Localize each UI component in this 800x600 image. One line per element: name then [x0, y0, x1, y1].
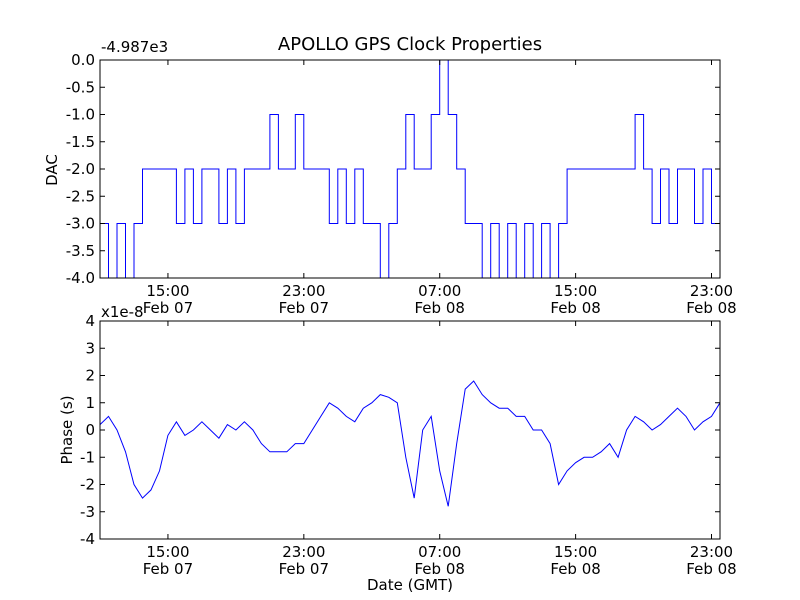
phase-x-tick-date-label: Feb 07 [143, 560, 193, 578]
dac-y-tick-label: -4.0 [66, 269, 95, 287]
dac-y-tick-label: -3.5 [66, 242, 95, 260]
phase-y-tick-label: 0 [85, 421, 95, 439]
dac-y-tick-label: -2.5 [66, 187, 95, 205]
dac-x-tick-time-label: 23:00 [690, 282, 733, 300]
dac-axes: -4.987e3 0.0 -0.5 -1.0 -1.5 -2.0 -2.5 -3.0 -3.5… [43, 38, 737, 317]
phase-x-tick-time-label: 07:00 [418, 543, 461, 561]
phase-axes-frame [99, 320, 721, 540]
dac-y-tick-label: -0.5 [66, 78, 95, 96]
dac-offset-label: -4.987e3 [101, 38, 168, 56]
dac-x-tick-date-label: Feb 08 [550, 299, 600, 317]
phase-y-tick-label: 2 [85, 367, 95, 385]
dac-y-tick-label: -1.5 [66, 133, 95, 151]
phase-y-tick-label: -1 [80, 448, 95, 466]
dac-axes-frame [99, 59, 721, 279]
dac-y-tick-label: -3.0 [66, 215, 95, 233]
phase-y-tick-label: 4 [85, 312, 95, 330]
dac-y-tick-label: -1.0 [66, 106, 95, 124]
dac-y-axis-label: DAC [43, 154, 61, 186]
dac-y-tick-label: 0.0 [71, 51, 95, 69]
phase-x-tick-time-label: 15:00 [554, 543, 597, 561]
phase-series-line [99, 380, 721, 507]
dac-x-tick-date-label: Feb 07 [279, 299, 329, 317]
dac-y-ticks: 0.0 -0.5 -1.0 -1.5 -2.0 -2.5 -3.0 -3.5 -4.0 [66, 51, 720, 287]
dac-series-line [100, 59, 721, 279]
phase-x-tick-time-label: 23:00 [690, 543, 733, 561]
phase-y-axis-label: Phase (s) [58, 395, 76, 464]
chart-title: APOLLO GPS Clock Properties [278, 34, 542, 55]
phase-y-tick-label: -3 [80, 503, 95, 521]
phase-x-tick-date-label: Feb 08 [415, 560, 465, 578]
dac-x-tick-date-label: Feb 08 [415, 299, 465, 317]
dac-x-tick-time-label: 15:00 [554, 282, 597, 300]
phase-y-tick-label: -4 [80, 530, 95, 548]
dac-y-tick-label: -2.0 [66, 160, 95, 178]
phase-y-ticks: 4 3 2 1 0 -1 -2 -3 -4 [80, 312, 720, 548]
phase-y-tick-label: 3 [85, 339, 95, 357]
x-axis-label: Date (GMT) [367, 576, 453, 594]
phase-y-tick-label: 1 [85, 394, 95, 412]
phase-x-tick-date-label: Feb 07 [279, 560, 329, 578]
dac-x-tick-date-label: Feb 08 [686, 299, 736, 317]
phase-x-tick-time-label: 23:00 [282, 543, 325, 561]
phase-offset-label: x1e-8 [101, 303, 144, 321]
dac-x-tick-time-label: 15:00 [146, 282, 189, 300]
phase-y-tick-label: -2 [80, 476, 95, 494]
dac-x-tick-date-label: Feb 07 [143, 299, 193, 317]
phase-x-tick-date-label: Feb 08 [686, 560, 736, 578]
phase-x-tick-date-label: Feb 08 [550, 560, 600, 578]
dac-x-tick-time-label: 23:00 [282, 282, 325, 300]
dac-x-tick-time-label: 07:00 [418, 282, 461, 300]
phase-x-tick-time-label: 15:00 [146, 543, 189, 561]
